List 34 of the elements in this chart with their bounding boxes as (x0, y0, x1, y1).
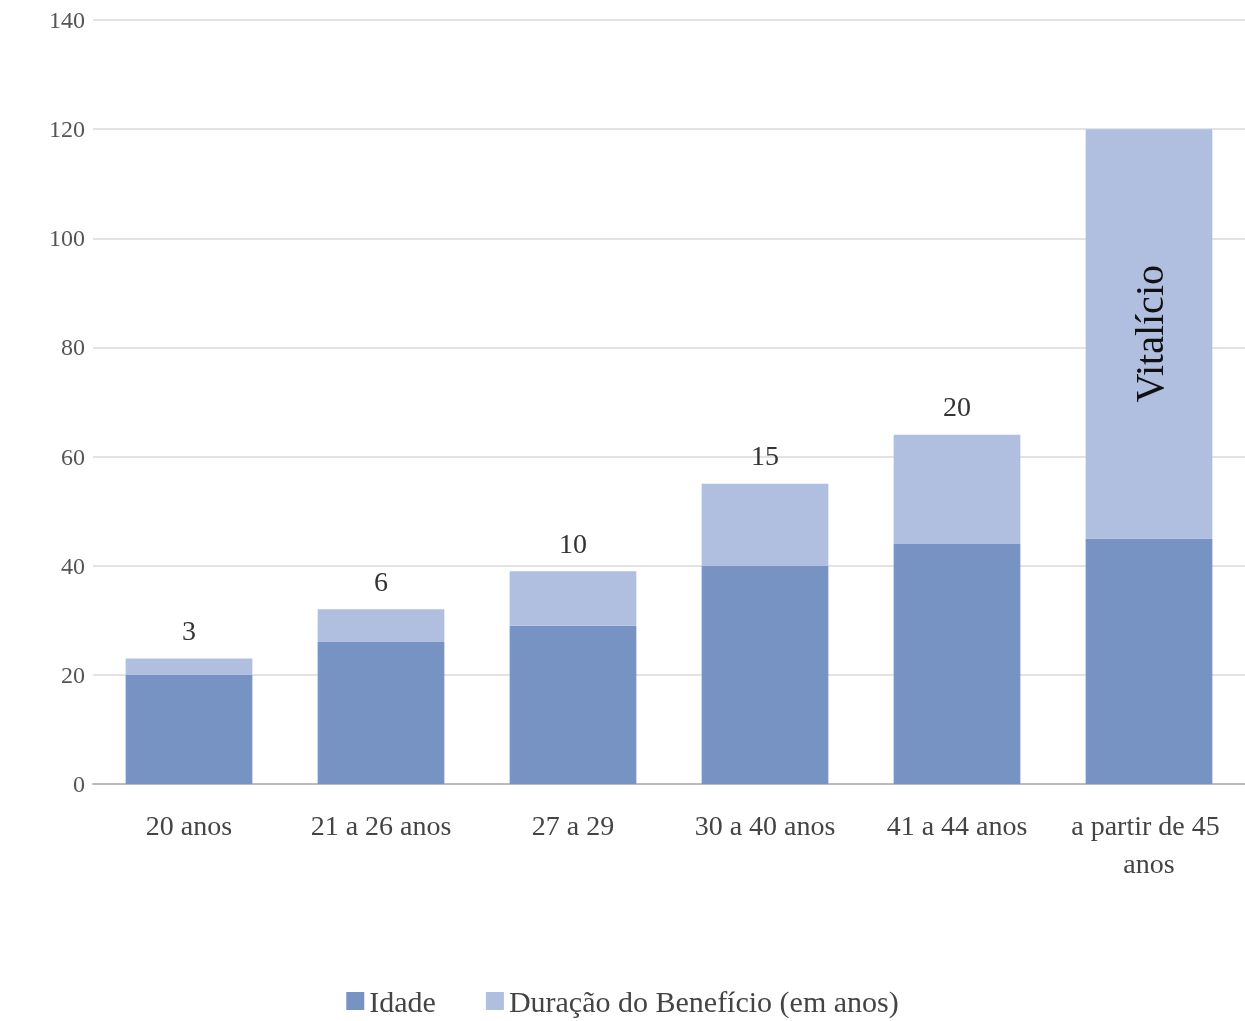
data-label: 10 (559, 527, 587, 559)
bar (509, 571, 637, 626)
data-label: Vitalício (1126, 265, 1172, 403)
bar (1085, 538, 1213, 784)
x-tick-label: 30 a 40 anos (694, 809, 836, 841)
x-tick-label: a partir de 45 anos (1071, 809, 1227, 879)
data-label: 6 (374, 565, 388, 597)
x-tick-label: 27 a 29 (531, 809, 615, 841)
y-tick-label: 60 (61, 443, 85, 470)
y-tick-label: 0 (73, 771, 85, 797)
x-tick-label: 21 a 26 anos (310, 809, 452, 841)
y-tick-label: 120 (49, 116, 85, 143)
bar (509, 625, 637, 784)
y-tick-label: 20 (61, 661, 85, 688)
x-tick-label: 41 a 44 anos (886, 809, 1028, 841)
bar (893, 543, 1021, 784)
data-label: 3 (182, 614, 196, 646)
bar (317, 642, 445, 784)
y-tick-label: 40 (61, 552, 85, 579)
y-tick-label: 140 (49, 7, 85, 33)
bar (317, 609, 445, 643)
bar (1085, 129, 1213, 539)
bar (701, 565, 829, 784)
bar (893, 434, 1021, 544)
x-tick-label: 20 anos (145, 809, 233, 841)
data-label: 20 (943, 391, 971, 423)
y-tick-label: 80 (61, 334, 85, 361)
y-tick-label: 100 (49, 225, 85, 252)
bar (701, 483, 829, 566)
bar (125, 658, 253, 675)
legend-label: Duração do Benefício (em anos) (508, 984, 899, 1019)
data-label: 15 (751, 440, 779, 472)
bar (125, 674, 253, 784)
legend-label: Idade (369, 984, 436, 1018)
